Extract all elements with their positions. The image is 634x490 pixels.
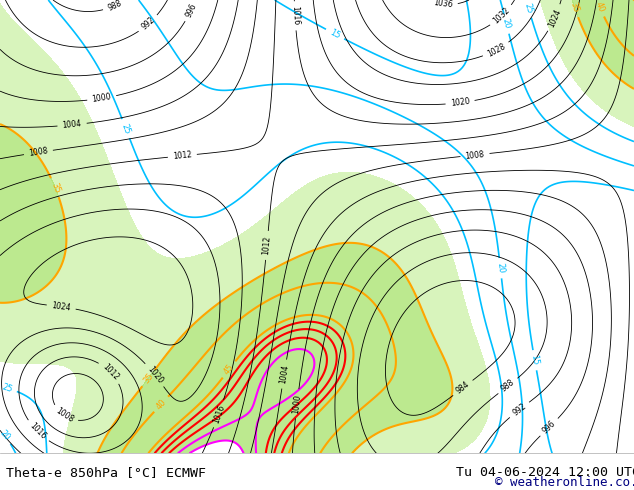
- Text: 35: 35: [569, 1, 581, 14]
- Text: 1024: 1024: [51, 301, 72, 313]
- Text: 996: 996: [184, 2, 198, 19]
- Text: 992: 992: [140, 16, 157, 32]
- Text: 1016: 1016: [211, 403, 226, 424]
- Text: 1012: 1012: [100, 362, 120, 382]
- Text: © weatheronline.co.uk: © weatheronline.co.uk: [495, 476, 634, 489]
- Text: 1016: 1016: [28, 421, 48, 441]
- Text: 20: 20: [501, 18, 512, 30]
- Text: 1004: 1004: [278, 364, 290, 384]
- Text: 1012: 1012: [172, 150, 192, 161]
- Text: 1020: 1020: [145, 365, 164, 385]
- Text: 40: 40: [154, 397, 168, 411]
- Text: 1008: 1008: [29, 147, 49, 158]
- Text: 996: 996: [541, 419, 557, 436]
- Text: 1036: 1036: [433, 0, 453, 10]
- Text: 1020: 1020: [450, 97, 470, 108]
- Text: 1008: 1008: [465, 149, 485, 161]
- Text: 1000: 1000: [91, 93, 112, 104]
- Text: 40: 40: [594, 0, 606, 14]
- Text: 1024: 1024: [547, 7, 562, 28]
- Text: 15: 15: [529, 354, 540, 366]
- Text: 988: 988: [106, 0, 123, 13]
- Text: 35: 35: [142, 371, 155, 385]
- Text: 1004: 1004: [62, 120, 82, 130]
- Text: 15: 15: [328, 27, 342, 41]
- Text: 25: 25: [522, 1, 534, 14]
- Text: 1016: 1016: [290, 6, 300, 25]
- Text: Theta-e 850hPa [°C] ECMWF: Theta-e 850hPa [°C] ECMWF: [6, 466, 206, 479]
- Text: 1000: 1000: [292, 393, 302, 414]
- Text: 20: 20: [495, 263, 505, 274]
- Text: 25: 25: [120, 122, 132, 135]
- Text: Tu 04-06-2024 12:00 UTC (00+36): Tu 04-06-2024 12:00 UTC (00+36): [456, 466, 634, 479]
- Text: 45: 45: [223, 363, 236, 376]
- Text: 35: 35: [49, 181, 61, 194]
- Text: 25: 25: [1, 382, 14, 394]
- Text: 1032: 1032: [491, 6, 512, 25]
- Text: 1008: 1008: [54, 407, 75, 425]
- Text: 992: 992: [511, 402, 528, 417]
- Text: 1028: 1028: [486, 42, 507, 58]
- Text: 20: 20: [0, 429, 11, 442]
- Text: 984: 984: [455, 380, 472, 396]
- Text: 1012: 1012: [262, 236, 272, 255]
- Text: 988: 988: [500, 378, 516, 394]
